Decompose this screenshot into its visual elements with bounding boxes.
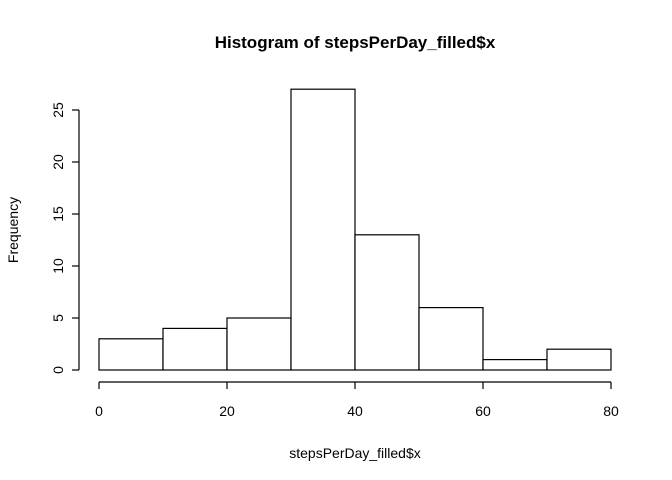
histogram-bar-5 <box>418 307 484 371</box>
y-tick-label-1: 5 <box>50 314 66 322</box>
x-tick-label-4: 80 <box>603 403 619 419</box>
histogram-bar-3 <box>290 88 356 371</box>
y-tick-label-0: 0 <box>50 366 66 374</box>
histogram-bar-6 <box>482 359 548 371</box>
y-tick-label-3: 15 <box>50 206 66 222</box>
histogram-bar-4 <box>354 234 420 371</box>
y-tick-label-5: 25 <box>50 102 66 118</box>
x-tick-label-2: 40 <box>347 403 363 419</box>
x-tick-label-3: 60 <box>475 403 491 419</box>
x-tick-label-0: 0 <box>95 403 103 419</box>
histogram-bar-2 <box>226 317 292 371</box>
histogram-bar-0 <box>98 338 164 371</box>
histogram-bar-7 <box>546 348 612 371</box>
y-tick-label-2: 10 <box>50 258 66 274</box>
bars-group <box>98 88 612 371</box>
x-tick-label-1: 20 <box>219 403 235 419</box>
y-axis-label: Frequency <box>5 197 21 263</box>
y-axis: 0 5 10 15 20 25 <box>50 102 80 374</box>
chart-title: Histogram of stepsPerDay_filled$x <box>215 33 496 52</box>
x-axis-label: stepsPerDay_filled$x <box>289 445 421 461</box>
y-tick-label-4: 20 <box>50 154 66 170</box>
x-axis: 0 20 40 60 80 <box>95 381 619 419</box>
histogram-bar-1 <box>162 327 228 371</box>
